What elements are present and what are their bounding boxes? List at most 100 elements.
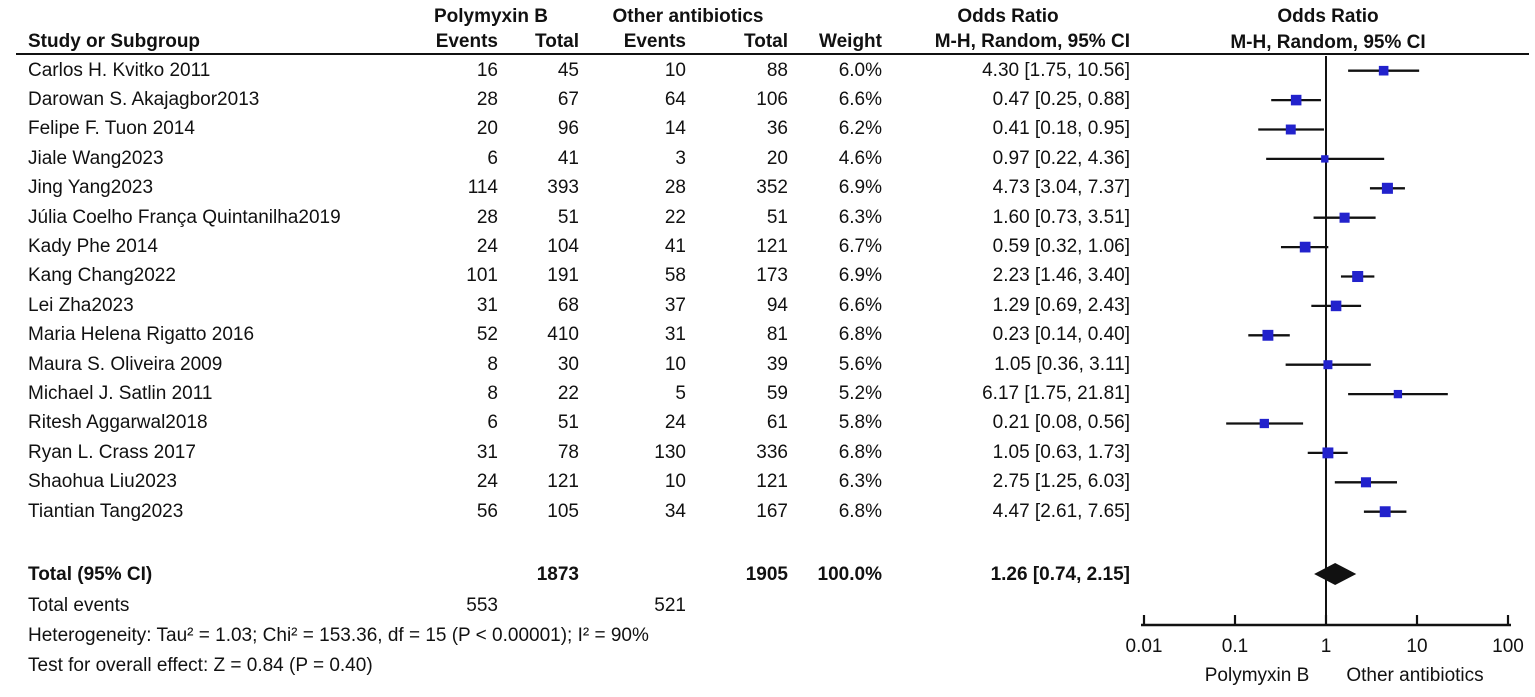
table-row: Michael J. Satlin 2011 8 22 5 59 5.2% 6.… xyxy=(0,379,1130,408)
events2-cell: 10 xyxy=(664,59,686,81)
weight-cell: 4.6% xyxy=(838,147,882,169)
study-name: Felipe F. Tuon 2014 xyxy=(28,118,195,140)
forest-marker-square xyxy=(1379,506,1391,518)
table-row: Jing Yang2023 114 393 28 352 6.9% 4.73 [… xyxy=(0,174,1130,203)
table-row: Jiale Wang2023 6 41 3 20 4.6% 0.97 [0.22… xyxy=(0,144,1130,173)
weight-cell: 6.8% xyxy=(838,441,882,463)
odds-ratio-plot-title: Odds Ratio xyxy=(1277,6,1379,27)
forest-marker-square xyxy=(1299,241,1311,253)
table-row: Maura S. Oliveira 2009 8 30 10 39 5.6% 1… xyxy=(0,350,1130,379)
forest-marker-square xyxy=(1393,389,1403,399)
col-total1: Total xyxy=(535,31,579,52)
events1-cell: 24 xyxy=(476,236,498,258)
table-row: Shaohua Liu2023 24 121 10 121 6.3% 2.75 … xyxy=(0,467,1130,496)
total-total2: 1905 xyxy=(745,563,788,585)
x-axis-tick-label: 100 xyxy=(1492,636,1524,657)
total1-cell: 191 xyxy=(547,265,579,287)
study-name: Ritesh Aggarwal2018 xyxy=(28,412,208,434)
total2-cell: 121 xyxy=(756,236,788,258)
weight-cell: 6.6% xyxy=(838,89,882,111)
total-events2: 521 xyxy=(654,594,686,616)
events2-cell: 14 xyxy=(664,118,686,140)
header-rule xyxy=(16,53,1529,55)
events2-cell: 10 xyxy=(664,471,686,493)
events1-cell: 56 xyxy=(476,500,498,522)
events2-cell: 31 xyxy=(664,324,686,346)
total2-cell: 352 xyxy=(756,177,788,199)
total1-cell: 68 xyxy=(557,294,579,316)
total2-cell: 167 xyxy=(756,500,788,522)
forest-marker-square xyxy=(1378,65,1389,76)
events1-cell: 101 xyxy=(466,265,498,287)
forest-marker-square xyxy=(1259,418,1269,429)
or-ci-cell: 6.17 [1.75, 21.81] xyxy=(982,382,1130,404)
weight-cell: 6.9% xyxy=(838,177,882,199)
weight-cell: 6.2% xyxy=(838,118,882,140)
weight-cell: 6.7% xyxy=(838,236,882,258)
weight-cell: 6.3% xyxy=(838,206,882,228)
events2-cell: 10 xyxy=(664,353,686,375)
total2-cell: 61 xyxy=(766,412,788,434)
total2-cell: 106 xyxy=(756,89,788,111)
or-ci-cell: 4.73 [3.04, 7.37] xyxy=(992,177,1130,199)
study-name: Maura S. Oliveira 2009 xyxy=(28,353,223,375)
column-header-row: Study or Subgroup Events Total Events To… xyxy=(0,30,1535,54)
study-rows: Carlos H. Kvitko 2011 16 45 10 88 6.0% 4… xyxy=(0,56,1130,526)
events2-cell: 58 xyxy=(664,265,686,287)
total-total1: 1873 xyxy=(536,563,579,585)
total1-cell: 105 xyxy=(547,500,579,522)
total-events-row: Total events 553 521 xyxy=(0,591,1158,620)
events2-cell: 37 xyxy=(664,294,686,316)
table-row: Maria Helena Rigatto 2016 52 410 31 81 6… xyxy=(0,321,1130,350)
total2-cell: 173 xyxy=(756,265,788,287)
col-events2: Events xyxy=(623,31,686,52)
study-name: Jing Yang2023 xyxy=(28,177,154,199)
col-events1: Events xyxy=(435,31,498,52)
total1-cell: 78 xyxy=(557,441,579,463)
total1-cell: 30 xyxy=(557,353,579,375)
or-ci-cell: 1.05 [0.63, 1.73] xyxy=(992,441,1130,463)
weight-cell: 5.6% xyxy=(838,353,882,375)
or-ci-cell: 4.47 [2.61, 7.65] xyxy=(992,500,1130,522)
study-name: Lei Zha2023 xyxy=(28,294,134,316)
events1-cell: 8 xyxy=(487,382,498,404)
or-ci-cell: 0.23 [0.14, 0.40] xyxy=(992,324,1130,346)
weight-cell: 6.9% xyxy=(838,265,882,287)
x-axis-tick-label: 10 xyxy=(1406,636,1427,657)
x-axis-tick-label: 0.01 xyxy=(1126,636,1163,657)
heterogeneity-text: Heterogeneity: Tau² = 1.03; Chi² = 153.3… xyxy=(28,625,649,646)
table-row: Felipe F. Tuon 2014 20 96 14 36 6.2% 0.4… xyxy=(0,115,1130,144)
forest-marker-square xyxy=(1339,212,1350,223)
table-row: Tiantian Tang2023 56 105 34 167 6.8% 4.4… xyxy=(0,497,1130,526)
study-name: Maria Helena Rigatto 2016 xyxy=(28,324,255,346)
study-name: Jiale Wang2023 xyxy=(28,147,164,169)
table-row: Darowan S. Akajagbor2013 28 67 64 106 6.… xyxy=(0,85,1130,114)
events2-cell: 64 xyxy=(664,89,686,111)
or-ci-cell: 1.60 [0.73, 3.51] xyxy=(992,206,1130,228)
or-ci-cell: 0.59 [0.32, 1.06] xyxy=(992,236,1130,258)
overall-effect-text: Test for overall effect: Z = 0.84 (P = 0… xyxy=(28,655,373,676)
study-name: Ryan L. Crass 2017 xyxy=(28,441,196,463)
total1-cell: 393 xyxy=(547,177,579,199)
events2-cell: 28 xyxy=(664,177,686,199)
forest-marker-square xyxy=(1360,477,1372,488)
weight-cell: 6.0% xyxy=(838,59,882,81)
total-label: Total (95% CI) xyxy=(28,563,153,585)
events1-cell: 16 xyxy=(476,59,498,81)
table-row: Ritesh Aggarwal2018 6 51 24 61 5.8% 0.21… xyxy=(0,409,1130,438)
total2-cell: 94 xyxy=(766,294,788,316)
events1-cell: 20 xyxy=(476,118,498,140)
total-weight: 100.0% xyxy=(817,563,882,585)
or-ci-cell: 0.47 [0.25, 0.88] xyxy=(992,89,1130,111)
total-events1: 553 xyxy=(466,594,498,616)
events2-cell: 5 xyxy=(675,382,686,404)
events1-cell: 6 xyxy=(487,147,498,169)
forest-marker-square xyxy=(1262,329,1274,341)
events2-cell: 3 xyxy=(675,147,686,169)
events2-cell: 22 xyxy=(664,206,686,228)
col-study: Study or Subgroup xyxy=(28,31,201,52)
forest-marker-square xyxy=(1285,124,1296,135)
total2-cell: 36 xyxy=(766,118,788,140)
total2-cell: 336 xyxy=(756,441,788,463)
